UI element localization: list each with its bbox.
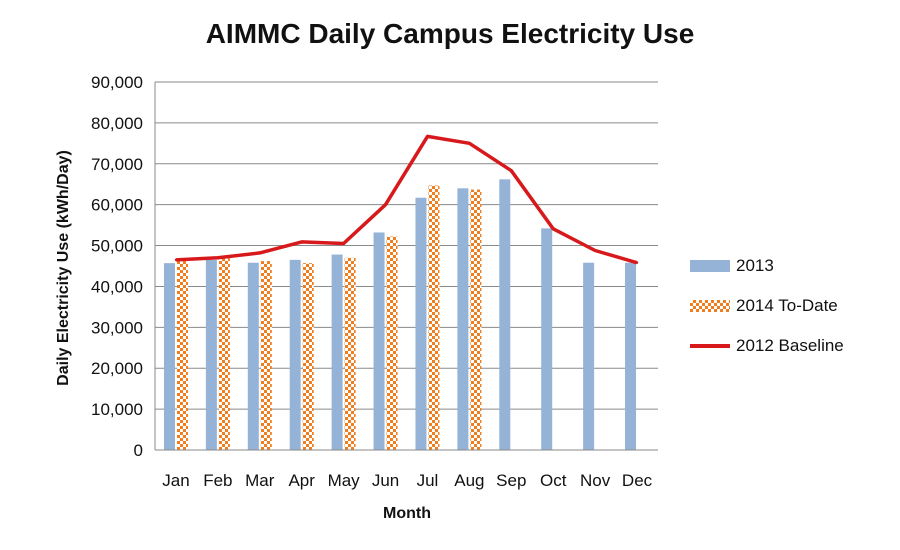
y-tick-label: 30,000 xyxy=(91,318,143,337)
x-tick-label: Apr xyxy=(288,471,315,490)
bar-2013-nov xyxy=(583,262,595,450)
bar-2013-mar xyxy=(247,262,259,450)
legend-label-2013: 2013 xyxy=(736,256,774,275)
x-tick-label: Sep xyxy=(496,471,526,490)
bar-2013-jun xyxy=(373,232,385,450)
bar-2014-jun xyxy=(386,236,398,450)
point-2012-baseline-aug xyxy=(468,142,471,145)
x-tick-label: Feb xyxy=(203,471,232,490)
bar-2013-aug xyxy=(457,188,469,451)
chart-title: AIMMC Daily Campus Electricity Use xyxy=(205,18,695,49)
x-axis-title: Month xyxy=(383,505,431,522)
point-2012-baseline-may xyxy=(342,242,345,245)
x-tick-label: May xyxy=(328,471,361,490)
bar-2013-oct xyxy=(541,228,553,450)
point-2012-baseline-dec xyxy=(635,261,639,264)
y-tick-label: 70,000 xyxy=(91,155,143,174)
y-tick-label: 40,000 xyxy=(91,277,143,296)
legend-item-2014: 2014 To-Date xyxy=(690,292,844,320)
point-2012-baseline-sep xyxy=(510,169,513,172)
point-2012-baseline-jul xyxy=(426,135,429,138)
bar-2013-dec xyxy=(625,262,637,450)
legend-item-2013: 2013 xyxy=(690,252,844,280)
legend-swatch-2014 xyxy=(690,300,730,312)
y-tick-label: 10,000 xyxy=(91,400,143,419)
bar-2014-jan xyxy=(176,261,188,450)
bar-2014-feb xyxy=(218,257,230,450)
bar-2013-jan xyxy=(163,263,175,450)
bar-2014-mar xyxy=(260,261,272,450)
x-tick-label: Mar xyxy=(245,471,275,490)
point-2012-baseline-nov xyxy=(593,249,597,252)
bar-2013-jul xyxy=(415,197,427,450)
y-axis-title: Daily Electricity Use (kWh/Day) xyxy=(55,150,72,386)
y-tick-label: 50,000 xyxy=(91,237,143,256)
bar-2014-may xyxy=(344,257,356,450)
point-2012-baseline-jun xyxy=(384,203,387,206)
bar-2014-jul xyxy=(428,185,440,450)
legend-label-2014: 2014 To-Date xyxy=(736,296,838,315)
bar-2013-feb xyxy=(205,259,217,450)
x-tick-label: Jan xyxy=(162,471,189,490)
bar-2013-apr xyxy=(289,259,301,450)
point-2012-baseline-apr xyxy=(300,240,303,244)
x-tick-label: Nov xyxy=(580,471,611,490)
y-tick-label: 20,000 xyxy=(91,359,143,378)
bar-2013-sep xyxy=(499,179,511,450)
x-tick-label: Aug xyxy=(454,471,484,490)
y-tick-label: 0 xyxy=(134,441,143,460)
x-tick-label: Jul xyxy=(417,471,439,490)
bar-2014-aug xyxy=(470,189,482,450)
legend: 2013 2014 To-Date 2012 Baseline xyxy=(690,252,844,372)
point-2012-baseline-mar xyxy=(258,251,261,255)
bar-2014-apr xyxy=(302,263,314,450)
point-2012-baseline-oct xyxy=(552,227,555,230)
x-tick-label: Oct xyxy=(540,471,567,490)
y-tick-label: 60,000 xyxy=(91,196,143,215)
y-tick-label: 90,000 xyxy=(91,73,143,92)
point-2012-baseline-jan xyxy=(174,258,178,262)
legend-label-2012-baseline: 2012 Baseline xyxy=(736,336,844,355)
legend-swatch-2013 xyxy=(690,260,730,272)
point-2012-baseline-feb xyxy=(216,256,220,260)
bar-2013-may xyxy=(331,254,343,450)
x-tick-label: Dec xyxy=(622,471,653,490)
legend-item-2012-baseline: 2012 Baseline xyxy=(690,332,844,360)
legend-line-2012-baseline xyxy=(690,344,730,348)
line-2012-baseline xyxy=(175,134,638,265)
x-tick-label: Jun xyxy=(372,471,399,490)
y-tick-label: 80,000 xyxy=(91,114,143,133)
